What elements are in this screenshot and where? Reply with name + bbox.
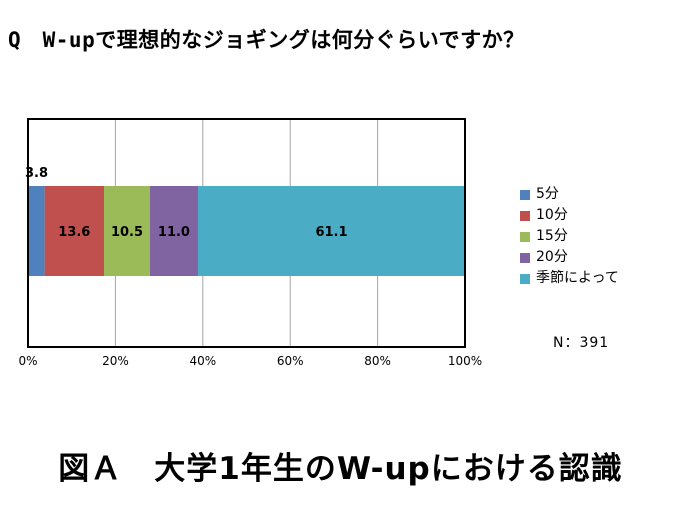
legend-label: 10分 xyxy=(536,207,568,223)
legend-label: 20分 xyxy=(536,249,568,265)
legend-label: 5分 xyxy=(536,186,559,202)
sample-size-note: N：391 xyxy=(553,335,610,351)
legend-swatch xyxy=(520,210,530,221)
data-label-2: 13.6 xyxy=(58,225,90,240)
data-label-4: 11.0 xyxy=(158,225,190,240)
legend-item-4: 20分 xyxy=(520,247,619,268)
bar-segment-2 xyxy=(44,186,105,276)
legend-swatch xyxy=(520,252,530,263)
x-tick-label: 40% xyxy=(189,354,216,368)
bar-segment-4 xyxy=(149,186,198,276)
legend-item-5: 季節によって xyxy=(520,268,619,289)
data-label-3: 10.5 xyxy=(111,225,143,240)
chart-legend: 5分 10分 15分 20分季節によって xyxy=(520,184,619,289)
legend-item-3: 15分 xyxy=(520,226,619,247)
legend-item-1: 5分 xyxy=(520,184,619,205)
question-title: Q W-upで理想的なジョギングは何分ぐらいですか？ xyxy=(8,28,525,52)
x-tick-label: 0% xyxy=(18,354,37,368)
stacked-bar-chart: 3.8 13.6 10.5 11.0 61.1 0% 20% 40% 60% 80% 100% xyxy=(18,118,482,368)
legend-swatch xyxy=(520,231,530,242)
bar-segment-5 xyxy=(197,186,466,276)
legend-swatch xyxy=(520,273,530,284)
x-tick-label: 20% xyxy=(102,354,129,368)
data-label-1: 3.8 xyxy=(25,166,48,181)
bar-segment-1 xyxy=(28,186,45,276)
figure-caption: 図Ａ 大学1年生のW-upにおける認識 xyxy=(58,451,623,487)
x-tick-label: 60% xyxy=(277,354,304,368)
x-tick-label: 80% xyxy=(364,354,391,368)
legend-swatch xyxy=(520,189,530,200)
legend-label: 季節によって xyxy=(536,270,619,286)
x-tick-label: 100% xyxy=(448,354,482,368)
data-label-5: 61.1 xyxy=(315,225,347,240)
legend-label: 15分 xyxy=(536,228,568,244)
plot-border xyxy=(27,118,466,348)
legend-item-2: 10分 xyxy=(520,205,619,226)
bar-segment-3 xyxy=(104,186,150,276)
